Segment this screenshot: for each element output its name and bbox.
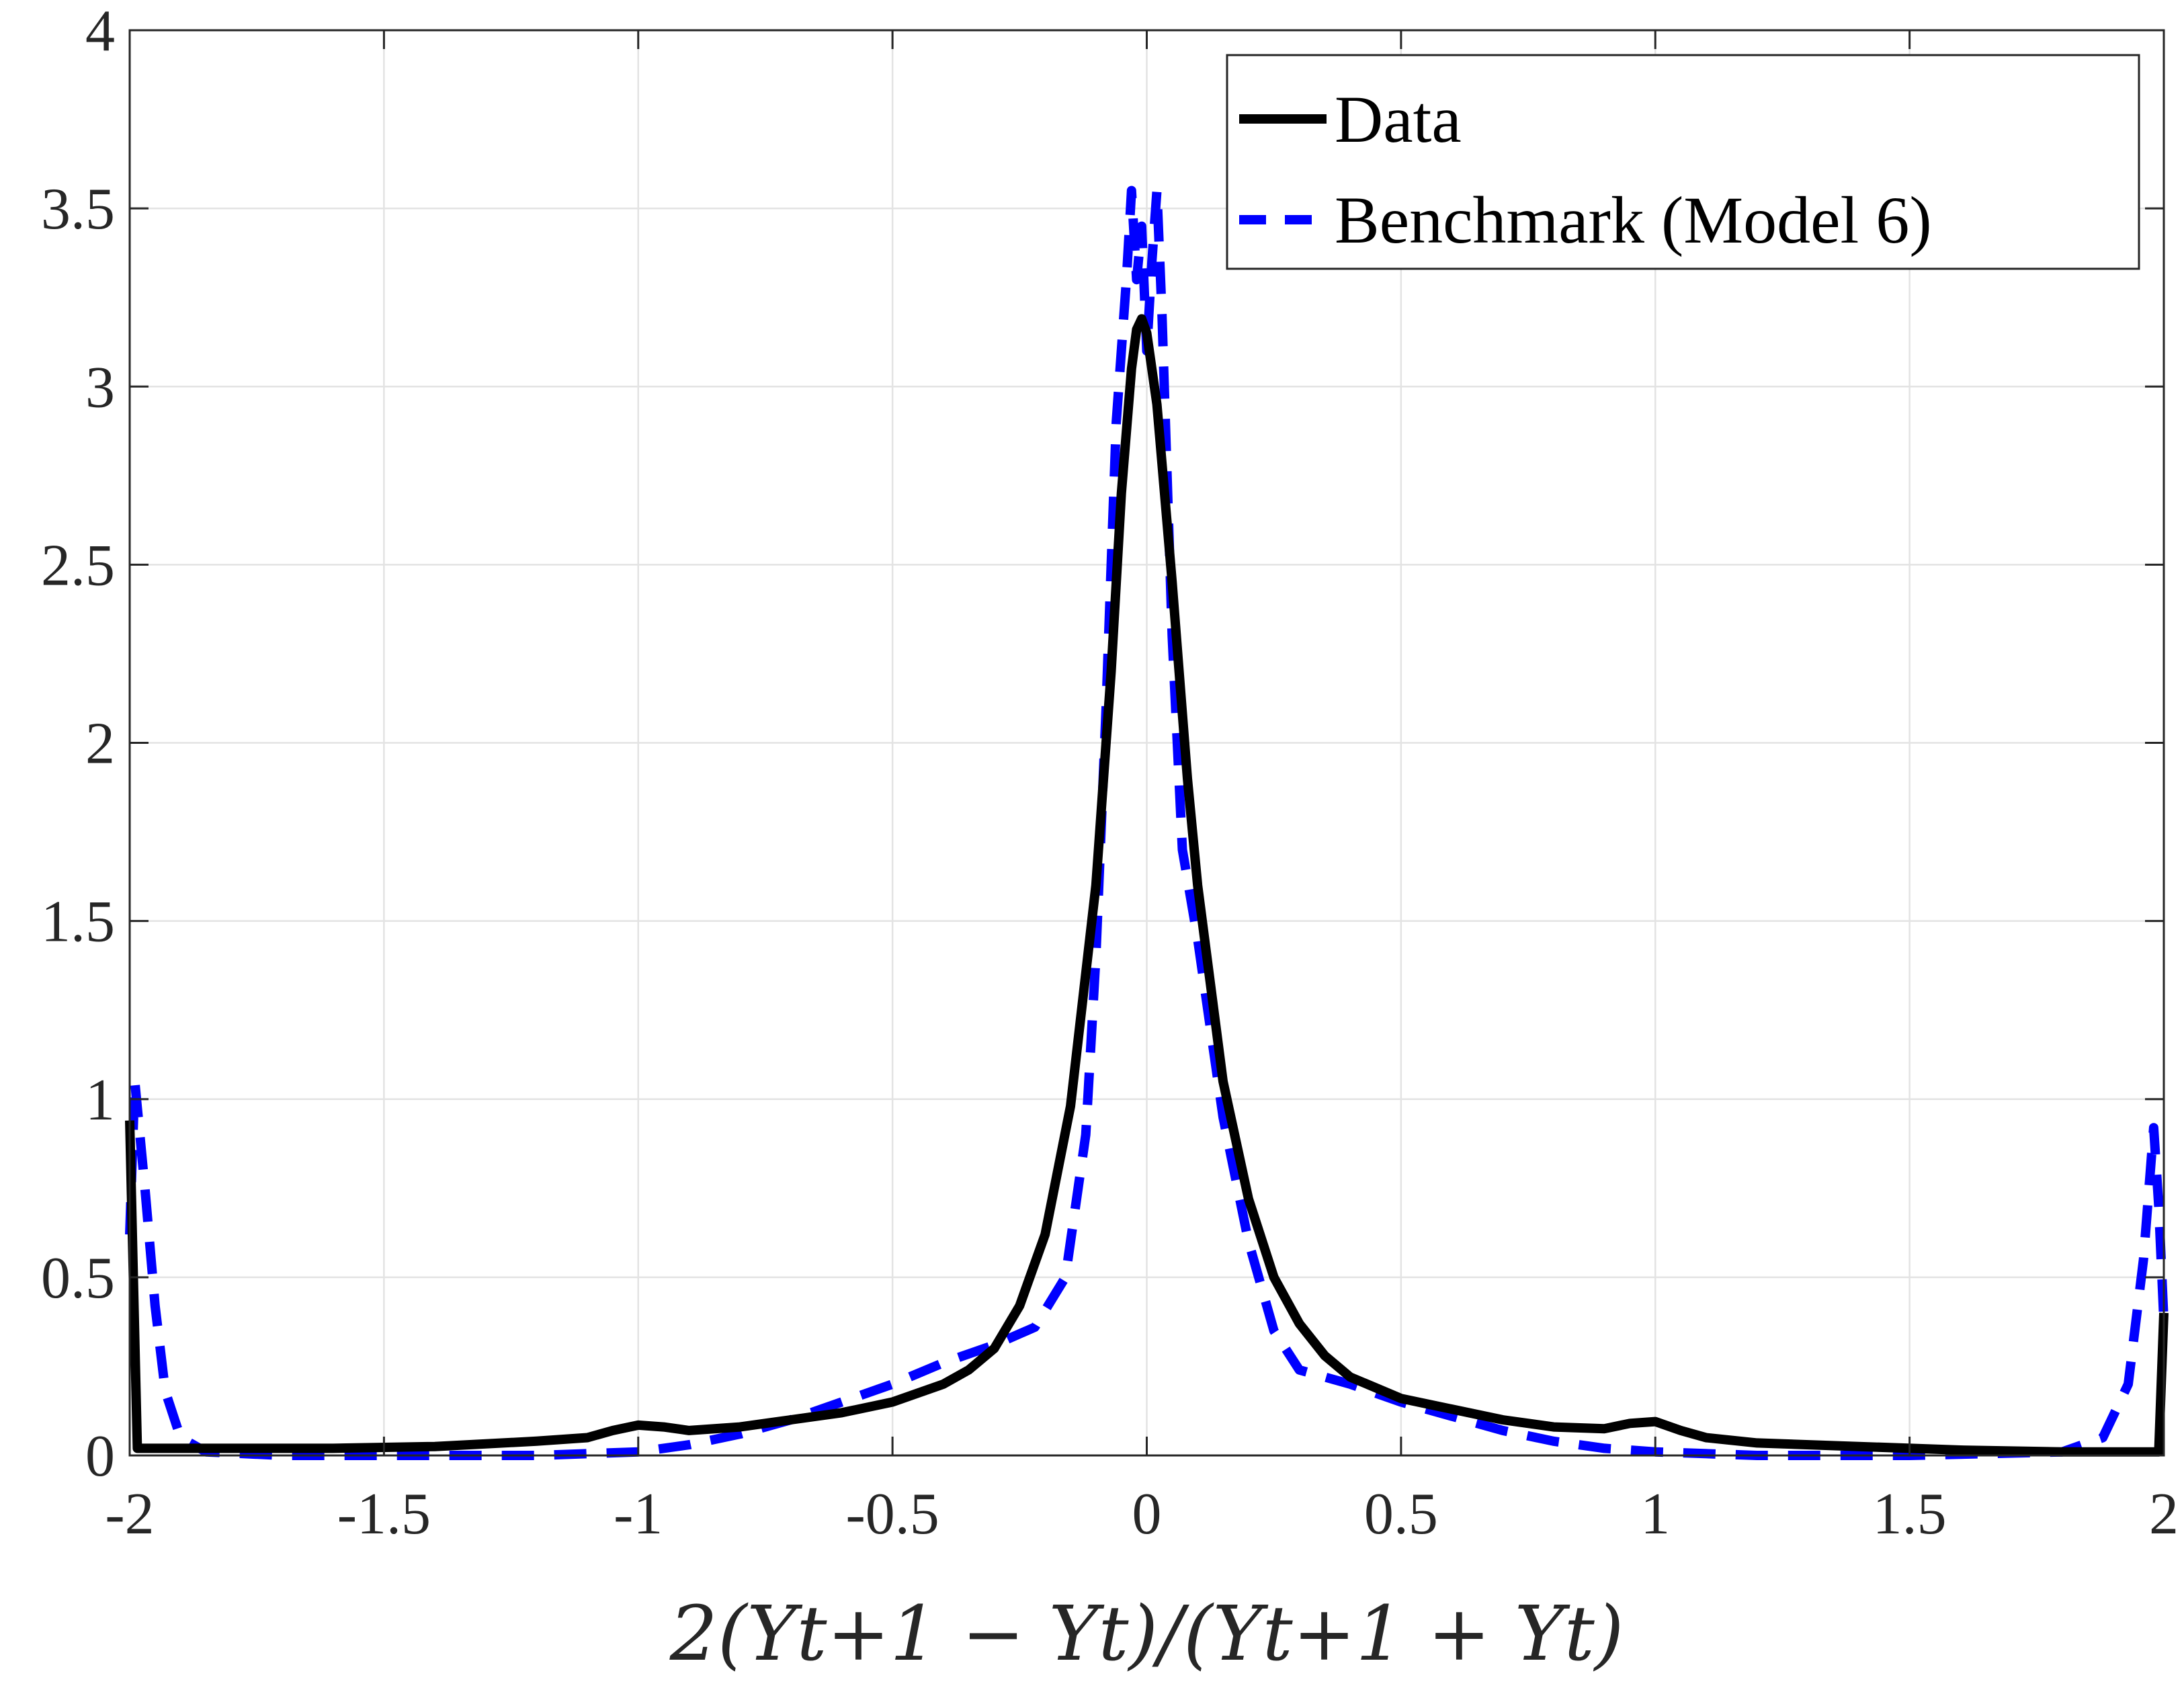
series-line-data: [125, 314, 2169, 1457]
tick-marks: [128, 29, 2165, 1457]
x-tick-label: 1.5: [1873, 1482, 1947, 1547]
y-tick-label: 0.5: [41, 1246, 115, 1311]
legend-box: [1226, 54, 2140, 270]
y-tick-label: 1: [85, 1068, 115, 1133]
x-tick-label: 1: [1640, 1482, 1670, 1547]
y-tick-label: 4: [85, 0, 115, 64]
legend-label: Data: [1335, 82, 1462, 157]
legend: Data Benchmark (Model 6): [1226, 54, 2140, 270]
y-tick-label: 3: [85, 355, 115, 420]
x-tick-label: 0.5: [1364, 1482, 1438, 1547]
y-tick-label: 0: [85, 1424, 115, 1489]
x-tick-label: -1: [614, 1482, 663, 1547]
x-tick-label: -0.5: [845, 1482, 939, 1547]
x-tick-label: 0: [1132, 1482, 1162, 1547]
y-tick-labels: 0 0.5 1 1.5 2 2.5 3 3.5 4: [41, 0, 115, 1489]
x-tick-label: 2: [2149, 1482, 2179, 1547]
x-tick-labels: -2 -1.5 -1 -0.5 0 0.5 1 1.5 2: [105, 1482, 2179, 1547]
x-axis-label: 2(Yt+1 − Yt)/(Yt+1 + Yt): [669, 1591, 1624, 1678]
y-tick-label: 2: [85, 712, 115, 777]
y-tick-label: 1.5: [41, 890, 115, 955]
x-tick-label: -2: [105, 1482, 154, 1547]
legend-entries: Data Benchmark (Model 6): [1239, 82, 1932, 257]
x-tick-label: -1.5: [337, 1482, 431, 1547]
legend-label: Benchmark (Model 6): [1335, 183, 1932, 257]
y-tick-label: 2.5: [41, 533, 115, 598]
y-tick-label: 3.5: [41, 177, 115, 242]
